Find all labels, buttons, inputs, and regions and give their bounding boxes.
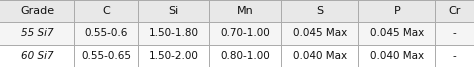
Text: Cr: Cr [448,6,461,16]
Bar [0,22,474,45]
Text: Si: Si [168,6,179,16]
Text: Grade: Grade [20,6,54,16]
Text: 55 Si7: 55 Si7 [21,28,54,39]
Text: -: - [453,51,456,61]
Text: 0.040 Max: 0.040 Max [292,51,347,61]
Text: C: C [102,6,110,16]
Text: 0.55-0.6: 0.55-0.6 [84,28,128,39]
Text: 0.80-1.00: 0.80-1.00 [220,51,270,61]
Bar [0,45,474,67]
Text: 0.55-0.65: 0.55-0.65 [81,51,131,61]
Text: 1.50-1.80: 1.50-1.80 [149,28,199,39]
Text: P: P [393,6,400,16]
Bar [0,0,474,22]
Text: Mn: Mn [237,6,254,16]
Text: 1.50-2.00: 1.50-2.00 [149,51,199,61]
Text: -: - [453,28,456,39]
Text: S: S [316,6,323,16]
Text: 0.040 Max: 0.040 Max [370,51,424,61]
Text: 0.045 Max: 0.045 Max [292,28,347,39]
Text: 60 Si7: 60 Si7 [21,51,54,61]
Text: 0.70-1.00: 0.70-1.00 [220,28,270,39]
Text: 0.045 Max: 0.045 Max [370,28,424,39]
